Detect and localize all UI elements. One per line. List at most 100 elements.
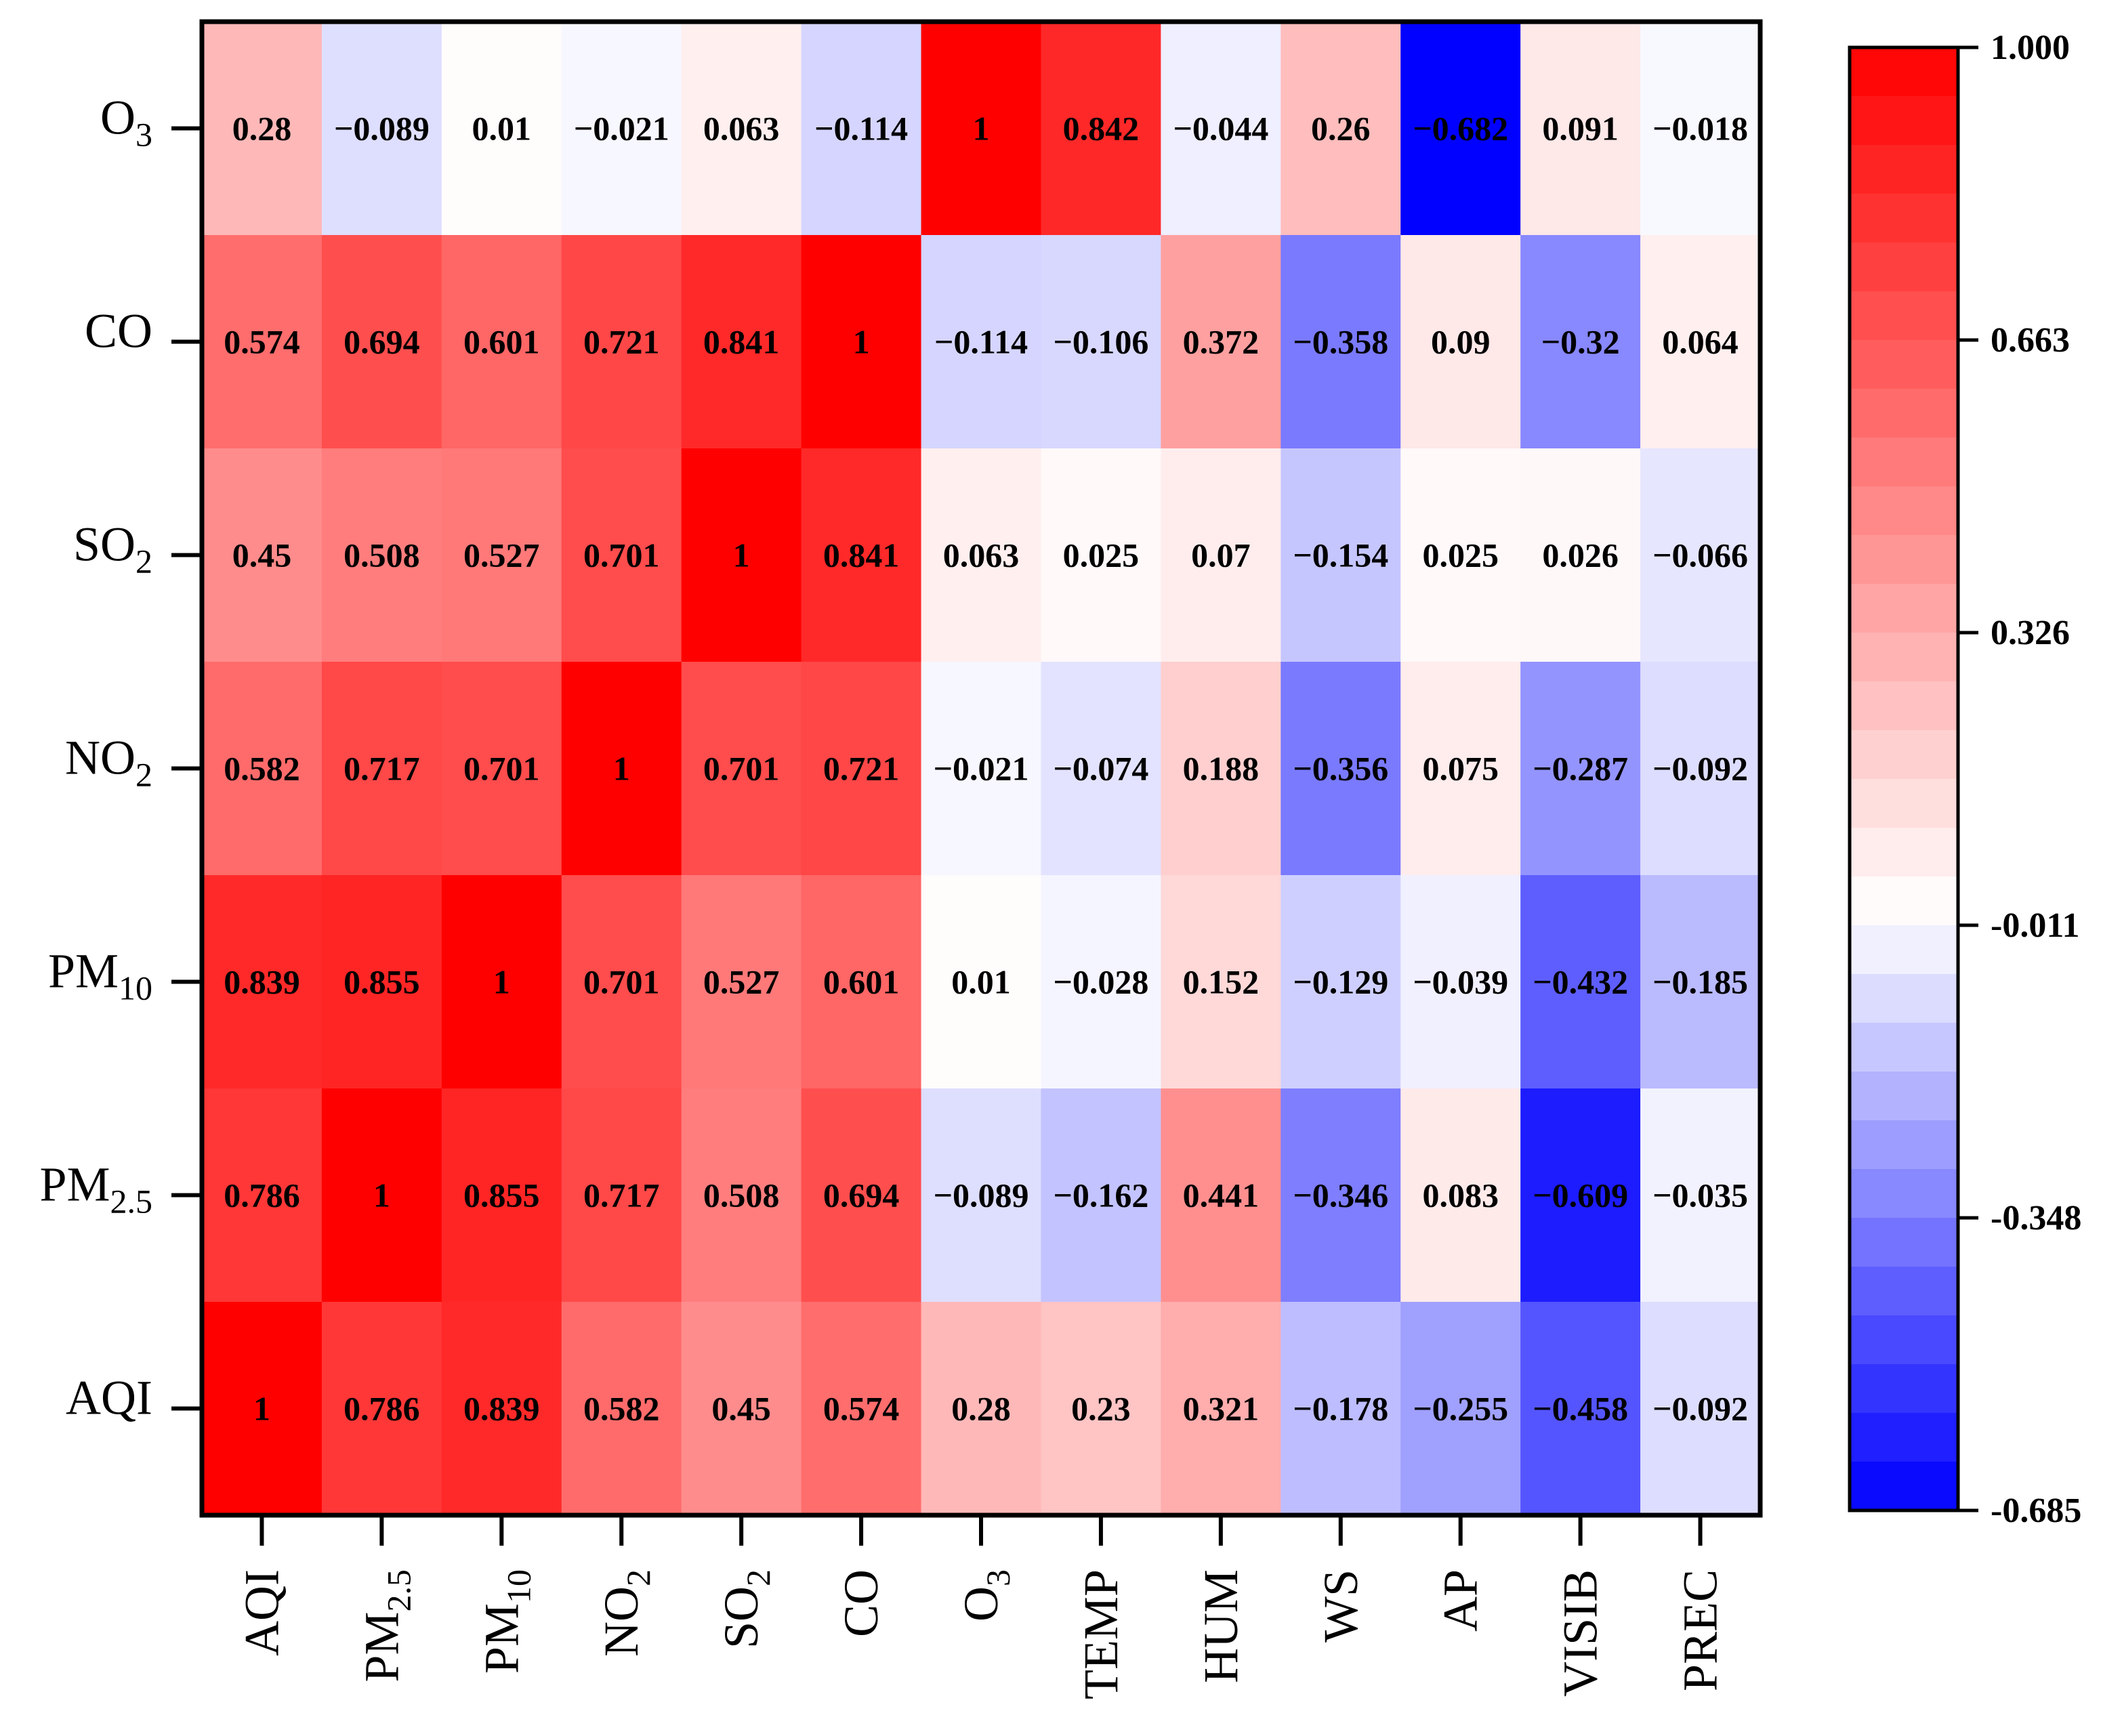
cell-label-AQI-PREC: −0.092 xyxy=(1652,1390,1748,1428)
cell-label-PM2.5-WS: −0.346 xyxy=(1293,1177,1388,1214)
cell-PM2.5-AP xyxy=(1400,1088,1521,1303)
cell-CO-AP xyxy=(1400,235,1521,449)
cell-NO2-NO2 xyxy=(561,662,682,876)
cell-PM2.5-CO xyxy=(801,1088,922,1303)
cell-label-NO2-AQI: 0.582 xyxy=(224,750,300,788)
cell-NO2-AP xyxy=(1400,662,1521,876)
cell-label-PM10-HUM: 0.152 xyxy=(1183,963,1260,1001)
cell-PM2.5-TEMP xyxy=(1041,1088,1162,1303)
cell-SO2-VISIB xyxy=(1520,448,1641,662)
heatmap-value-labels: 0.28 −0.089 0.01 −0.021 0.063 −0.114 1 0.842 −0.… xyxy=(224,110,1748,1428)
cell-PM10-PM10 xyxy=(441,875,562,1089)
cell-label-AQI-WS: −0.178 xyxy=(1293,1390,1388,1428)
cell-PM2.5-VISIB xyxy=(1520,1088,1641,1303)
cell-label-NO2-PM10: 0.701 xyxy=(463,750,540,788)
cell-PM2.5-PM2.5 xyxy=(321,1088,442,1303)
cell-label-CO-HUM: 0.372 xyxy=(1183,323,1260,361)
cell-label-AQI-NO2: 0.582 xyxy=(583,1390,660,1428)
cell-label-CO-PM10: 0.601 xyxy=(463,323,540,361)
cell-O3-CO xyxy=(801,22,922,236)
cell-SO2-PM10 xyxy=(441,448,562,662)
cell-PM2.5-PM10 xyxy=(441,1088,562,1303)
cell-label-O3-VISIB: 0.091 xyxy=(1542,110,1619,148)
cell-label-PM10-PREC: −0.185 xyxy=(1652,963,1748,1001)
colorbar-tick-label: -0.011 xyxy=(1991,906,2079,945)
cell-CO-SO2 xyxy=(681,235,802,449)
colorbar-step xyxy=(1850,633,1958,682)
cell-label-SO2-TEMP: 0.025 xyxy=(1063,536,1140,574)
cell-PM10-HUM xyxy=(1161,875,1282,1089)
cell-label-SO2-O3: 0.063 xyxy=(943,536,1020,574)
cell-label-SO2-WS: −0.154 xyxy=(1293,536,1388,574)
cell-NO2-PREC xyxy=(1640,662,1761,876)
cell-PM10-VISIB xyxy=(1520,875,1641,1089)
colorbar-step xyxy=(1850,438,1958,487)
cell-label-O3-SO2: 0.063 xyxy=(703,110,780,148)
cell-O3-AQI xyxy=(202,22,323,236)
cell-PM10-AQI xyxy=(202,875,323,1089)
cell-PM10-WS xyxy=(1281,875,1402,1089)
cell-label-PM2.5-AQI: 0.786 xyxy=(224,1177,300,1214)
cell-O3-PM10 xyxy=(441,22,562,236)
cell-label-AQI-O3: 0.28 xyxy=(951,1390,1011,1428)
cell-O3-O3 xyxy=(921,22,1042,236)
cell-O3-AP xyxy=(1400,22,1521,236)
colorbar-tick-label: -0.685 xyxy=(1991,1491,2081,1530)
cell-PM10-AP xyxy=(1400,875,1521,1089)
colorbar-step xyxy=(1850,1072,1958,1121)
colorbar-step xyxy=(1850,389,1958,438)
x-tick-label-PM10: PM10 xyxy=(474,1569,537,1674)
cell-label-AQI-PM2.5: 0.786 xyxy=(344,1390,420,1428)
colorbar-step xyxy=(1850,242,1958,292)
cell-NO2-PM10 xyxy=(441,662,562,876)
cell-NO2-VISIB xyxy=(1520,662,1641,876)
colorbar-frame xyxy=(1848,45,1960,1512)
cell-AQI-PM10 xyxy=(441,1302,562,1516)
cell-PM2.5-AQI xyxy=(202,1088,323,1303)
cell-label-CO-O3: −0.114 xyxy=(934,323,1028,361)
cell-label-O3-PREC: −0.018 xyxy=(1652,110,1748,148)
cell-NO2-HUM xyxy=(1161,662,1282,876)
y-tick-label-AQI: AQI xyxy=(66,1371,152,1425)
cell-label-AQI-CO: 0.574 xyxy=(823,1390,900,1428)
cell-CO-NO2 xyxy=(561,235,682,449)
cell-label-SO2-NO2: 0.701 xyxy=(583,536,660,574)
cell-label-PM2.5-SO2: 0.508 xyxy=(703,1177,780,1214)
x-axis: AQI PM2.5 PM10 NO2 SO2 CO O3 TEMP HUM WS AP VISIB PR… xyxy=(234,1515,1728,1699)
colorbar: 1.000 0.663 0.326 -0.011 -0.348 -0.685 xyxy=(1848,28,2081,1530)
cell-label-CO-WS: −0.358 xyxy=(1293,323,1388,361)
cell-label-CO-CO: 1 xyxy=(853,323,870,361)
colorbar-step xyxy=(1850,194,1958,243)
cell-label-PM10-SO2: 0.527 xyxy=(703,963,780,1001)
cell-label-PM10-AQI: 0.839 xyxy=(224,963,300,1001)
cell-SO2-CO xyxy=(801,448,922,662)
cell-PM10-CO xyxy=(801,875,922,1089)
cell-label-CO-AQI: 0.574 xyxy=(224,323,300,361)
cell-label-O3-TEMP: 0.842 xyxy=(1063,110,1140,148)
cell-label-NO2-PM2.5: 0.717 xyxy=(344,750,420,788)
cell-label-SO2-PM2.5: 0.508 xyxy=(344,536,420,574)
cell-SO2-O3 xyxy=(921,448,1042,662)
cell-label-NO2-SO2: 0.701 xyxy=(703,750,780,788)
x-tick-label-VISIB: VISIB xyxy=(1554,1569,1608,1697)
y-tick-label-PM10: PM10 xyxy=(48,944,152,1007)
cell-SO2-AQI xyxy=(202,448,323,662)
cell-label-CO-SO2: 0.841 xyxy=(703,323,780,361)
x-tick-label-CO: CO xyxy=(834,1569,888,1637)
heatmap-cells xyxy=(202,22,1761,1516)
cell-label-AQI-TEMP: 0.23 xyxy=(1071,1390,1131,1428)
cell-CO-CO xyxy=(801,235,922,449)
cell-PM2.5-WS xyxy=(1281,1088,1402,1303)
y-tick-label-PM2.5: PM2.5 xyxy=(39,1158,152,1221)
cell-label-SO2-HUM: 0.07 xyxy=(1191,536,1251,574)
cell-PM2.5-PREC xyxy=(1640,1088,1761,1303)
colorbar-step xyxy=(1850,1267,1958,1316)
cell-AQI-SO2 xyxy=(681,1302,802,1516)
cell-NO2-TEMP xyxy=(1041,662,1162,876)
cell-label-NO2-O3: −0.021 xyxy=(934,750,1029,788)
cell-label-O3-WS: 0.26 xyxy=(1311,110,1371,148)
cell-O3-SO2 xyxy=(681,22,802,236)
cell-label-PM2.5-CO: 0.694 xyxy=(823,1177,900,1214)
cell-SO2-PREC xyxy=(1640,448,1761,662)
cell-label-PM10-O3: 0.01 xyxy=(951,963,1011,1001)
